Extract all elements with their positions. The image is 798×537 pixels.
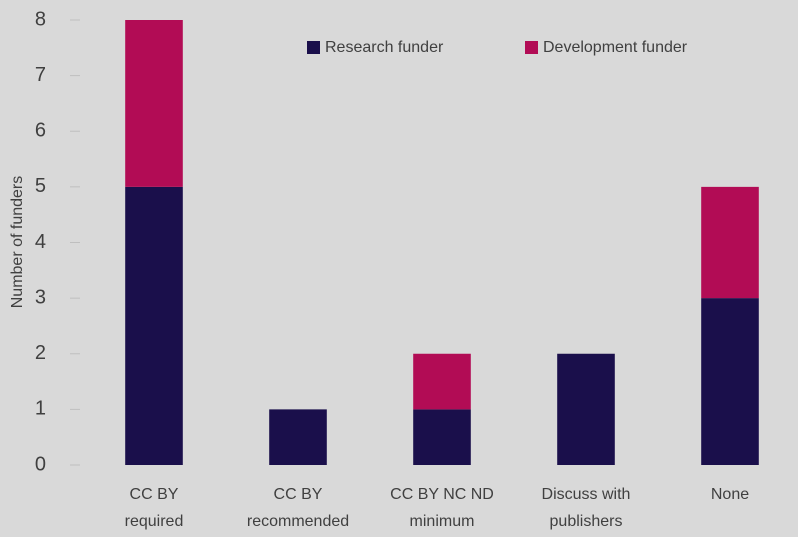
y-tick-label: 2 xyxy=(35,342,46,364)
x-tick-label: CC BY xyxy=(130,486,179,503)
y-tick-label: 3 xyxy=(35,286,46,308)
y-axis-label: Number of funders xyxy=(9,176,26,309)
y-tick-label: 7 xyxy=(35,64,46,86)
x-tick-label: minimum xyxy=(410,513,475,530)
x-tick-label: CC BY xyxy=(274,486,323,503)
x-tick-label: CC BY NC ND xyxy=(390,486,494,503)
y-tick-label: 4 xyxy=(35,231,46,253)
bar-segment xyxy=(413,409,471,465)
legend-swatch xyxy=(525,41,538,54)
x-tick-label: recommended xyxy=(247,513,349,530)
y-tick-label: 5 xyxy=(35,175,46,197)
bar-segment xyxy=(701,298,759,465)
legend-label: Development funder xyxy=(543,39,688,56)
bar-segment xyxy=(413,353,471,410)
x-tick-label: publishers xyxy=(550,513,623,530)
x-tick-label: Discuss with xyxy=(542,486,631,503)
x-tick-label: required xyxy=(125,513,184,530)
bar-segment xyxy=(269,409,327,465)
bar-segment xyxy=(701,186,759,299)
x-tick-label: None xyxy=(711,486,749,503)
y-tick-label: 8 xyxy=(35,8,46,30)
y-tick-label: 1 xyxy=(35,398,46,420)
y-tick-label: 6 xyxy=(35,120,46,142)
legend-swatch xyxy=(307,41,320,54)
bar-segment xyxy=(125,186,183,465)
bar-segment xyxy=(557,353,615,465)
legend-label: Research funder xyxy=(325,39,444,56)
bar-segment xyxy=(125,20,183,187)
y-tick-label: 0 xyxy=(35,453,46,475)
